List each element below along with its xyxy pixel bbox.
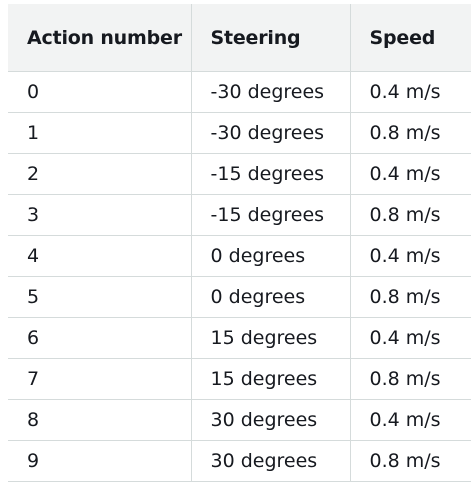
steering-cell: 30 degrees [191, 399, 351, 441]
table-row: 7 15 degrees 0.8 m/s [8, 358, 471, 400]
steering-cell: -15 degrees [191, 194, 351, 236]
table-row: 3 -15 degrees 0.8 m/s [8, 194, 471, 236]
speed-cell: 0.8 m/s [350, 112, 471, 154]
table-row: 2 -15 degrees 0.4 m/s [8, 153, 471, 195]
table-row: 6 15 degrees 0.4 m/s [8, 317, 471, 359]
steering-cell: -15 degrees [191, 153, 351, 195]
steering-cell: 30 degrees [191, 440, 351, 482]
speed-cell: 0.8 m/s [350, 440, 471, 482]
steering-cell: -30 degrees [191, 112, 351, 154]
speed-cell: 0.4 m/s [350, 399, 471, 441]
table-row: 8 30 degrees 0.4 m/s [8, 399, 471, 441]
header-action-number: Action number [8, 4, 192, 72]
steering-cell: 0 degrees [191, 235, 351, 277]
action-number-cell: 9 [8, 440, 192, 482]
action-number-cell: 7 [8, 358, 192, 400]
action-number-cell: 5 [8, 276, 192, 318]
action-number-cell: 0 [8, 71, 192, 113]
speed-cell: 0.8 m/s [350, 276, 471, 318]
action-number-cell: 8 [8, 399, 192, 441]
steering-cell: 15 degrees [191, 358, 351, 400]
speed-cell: 0.4 m/s [350, 317, 471, 359]
table-row: 1 -30 degrees 0.8 m/s [8, 112, 471, 154]
speed-cell: 0.4 m/s [350, 153, 471, 195]
table-row: 0 -30 degrees 0.4 m/s [8, 71, 471, 113]
action-number-cell: 6 [8, 317, 192, 359]
steering-cell: -30 degrees [191, 71, 351, 113]
steering-cell: 15 degrees [191, 317, 351, 359]
speed-cell: 0.4 m/s [350, 235, 471, 277]
action-number-cell: 2 [8, 153, 192, 195]
speed-cell: 0.4 m/s [350, 71, 471, 113]
action-number-cell: 4 [8, 235, 192, 277]
header-speed: Speed [350, 4, 471, 72]
table-body: 0 -30 degrees 0.4 m/s 1 -30 degrees 0.8 m/s 2-… [8, 71, 471, 482]
table-header-row: Action number Steering Speed [8, 4, 471, 72]
action-space-table: Action number Steering Speed 0 -30 degree… [8, 4, 471, 482]
speed-cell: 0.8 m/s [350, 194, 471, 236]
table-row: 9 30 degrees 0.8 m/s [8, 440, 471, 482]
header-steering: Steering [191, 4, 351, 72]
steering-cell: 0 degrees [191, 276, 351, 318]
action-number-cell: 1 [8, 112, 192, 154]
action-number-cell: 3 [8, 194, 192, 236]
speed-cell: 0.8 m/s [350, 358, 471, 400]
